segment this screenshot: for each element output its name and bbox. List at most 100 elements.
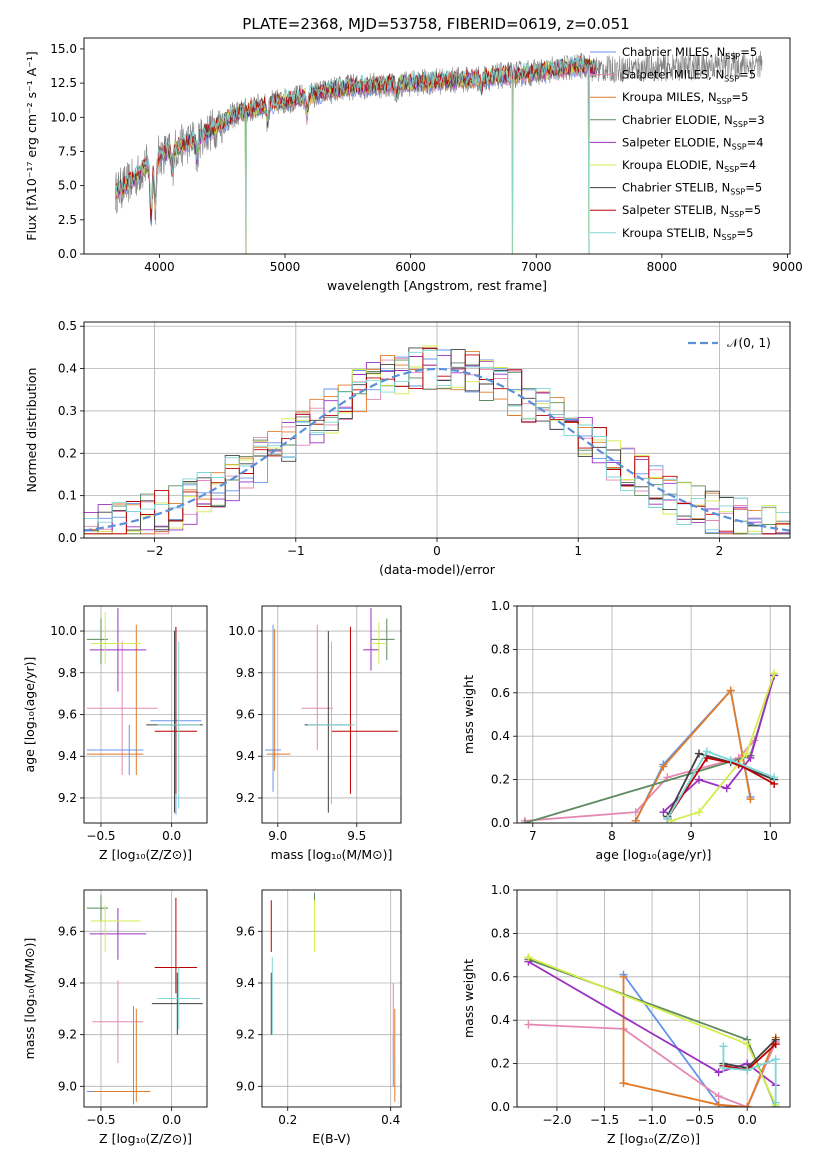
figure-title: PLATE=2368, MJD=53758, FIBERID=0619, z=0… <box>242 15 629 33</box>
series-marker-kroupa_elodie <box>770 669 779 678</box>
y-tick-label: 9.6 <box>58 924 77 938</box>
plot-area <box>520 669 779 823</box>
y-tick-label: 0.0 <box>491 1100 510 1114</box>
y-tick-label: 0.4 <box>491 1013 510 1027</box>
spectrum-legend: Chabrier MILES, NSSP=5 Salpeter MILES, NS… <box>590 45 765 242</box>
x-axis-label: wavelength [Angstrom, rest frame] <box>327 278 547 293</box>
axes-frame <box>261 605 402 824</box>
y-axis-label: mass weight <box>461 959 476 1038</box>
series-marker-salpeter_elodie <box>722 784 731 793</box>
y-tick-label: 9.2 <box>58 1028 77 1042</box>
y-axis-label: mass weight <box>461 675 476 754</box>
series-line-kroupa_stelib <box>666 750 775 820</box>
series-marker-kroupa_elodie <box>524 953 533 962</box>
legend-entry: Salpeter ELODIE, NSSP=4 <box>622 135 764 151</box>
spectrum-model-kroupa_stelib <box>115 54 597 254</box>
axes-frame <box>516 605 791 824</box>
y-tick-label: 10.0 <box>50 110 77 124</box>
x-axis-label: Z [log₁₀(Z/Z⊙)] <box>99 1131 192 1146</box>
y-tick-label: 1.0 <box>491 599 510 613</box>
x-tick-label: −2 <box>146 544 164 558</box>
axes-frame <box>516 889 791 1108</box>
series-marker-kroupa_stelib <box>719 1042 728 1051</box>
series-marker-kroupa_miles <box>714 1100 723 1107</box>
legend-entry: Salpeter MILES, NSSP=5 <box>622 68 756 84</box>
series-marker-kroupa_elodie <box>695 808 703 817</box>
y-tick-label: 9.4 <box>236 976 255 990</box>
y-axis-label: mass [log₁₀(M/M⊙)] <box>22 938 37 1060</box>
legend-entry: Chabrier STELIB, NSSP=5 <box>622 181 762 197</box>
series-marker-kroupa_stelib <box>719 1063 728 1072</box>
y-tick-label: 1.0 <box>491 883 510 897</box>
x-tick-label: 1 <box>574 544 582 558</box>
series-marker-salpeter_elodie <box>659 808 668 817</box>
y-tick-label: 10.0 <box>228 624 255 638</box>
legend-entry: Kroupa STELIB, NSSP=5 <box>622 226 753 242</box>
panel-mass-vs-Z: −0.5 0.0 9.0 9.2 9.4 9.6 Z [log₁₀(Z/Z⊙)] mass [… <box>22 889 208 1146</box>
series-marker-kroupa_stelib <box>771 1055 780 1064</box>
x-tick-label: −0.5 <box>685 1113 714 1127</box>
y-tick-label: 9.4 <box>58 749 77 763</box>
y-tick-label: 9.8 <box>58 666 77 680</box>
x-tick-label: 9000 <box>772 260 803 274</box>
y-tick-label: 0.0 <box>58 247 77 261</box>
y-tick-label: 9.2 <box>236 791 255 805</box>
axes-frame <box>261 889 402 1108</box>
legend-entry: Chabrier ELODIE, NSSP=3 <box>622 113 765 129</box>
plot-area <box>524 953 780 1107</box>
y-tick-label: 0.1 <box>58 489 77 503</box>
panels: 4000 5000 6000 7000 8000 90000.02.55.07.510.0… <box>22 37 803 1146</box>
x-axis-label: age [log₁₀(age/yr)] <box>596 847 712 862</box>
series-marker-kroupa_miles <box>619 972 628 981</box>
x-tick-label: 0.0 <box>162 1113 181 1127</box>
panel-massweight-vs-Z: −2.0 −1.5 −1.0 −0.5 0.0 0.0 0.2 0.4 0.6 0.8 1.0 Z [… <box>461 883 791 1146</box>
histogram-kroupa_stelib <box>84 349 790 535</box>
plot-area <box>115 50 763 254</box>
x-axis-label: E(B-V) <box>312 1131 351 1146</box>
y-tick-label: 10.0 <box>50 624 77 638</box>
x-tick-label: 9.5 <box>347 829 366 843</box>
series-line-kroupa_elodie <box>671 673 776 822</box>
x-tick-label: 8 <box>608 829 616 843</box>
y-tick-label: 9.2 <box>236 1028 255 1042</box>
y-tick-label: 9.6 <box>58 708 77 722</box>
x-tick-label: 0.2 <box>278 1113 297 1127</box>
series-marker-kroupa_miles <box>619 1079 628 1088</box>
y-axis-label: Normed distribution <box>24 368 39 493</box>
y-tick-label: 15.0 <box>50 42 77 56</box>
x-tick-label: 4000 <box>144 260 175 274</box>
y-tick-label: 0.6 <box>491 686 510 700</box>
axes-frame <box>83 37 791 255</box>
x-tick-label: 10 <box>763 829 778 843</box>
series-marker-salpeter_miles <box>631 808 640 817</box>
y-tick-label: 9.6 <box>236 924 255 938</box>
plot-area <box>265 608 398 813</box>
y-axis-label: age [log₁₀(age/yr)] <box>22 657 37 773</box>
x-tick-label: 2 <box>716 544 724 558</box>
series-marker-salpeter_elodie <box>714 1068 723 1077</box>
x-tick-label: 9 <box>687 829 695 843</box>
series-marker-salpeter_miles <box>714 1092 723 1101</box>
panel-age-vs-mass: 9.0 9.5 9.2 9.4 9.6 9.8 10.0 mass [log₁₀(M/M⊙)] <box>228 605 402 862</box>
panel-residual-hist: −2 −1 0 1 2 0.0 0.1 0.2 0.3 0.4 0.5 (data-model)/er… <box>24 319 791 577</box>
axes-frame <box>83 605 208 824</box>
x-tick-label: 0.0 <box>738 1113 757 1127</box>
series-marker-chabrier_elodie <box>520 819 529 823</box>
series-marker-kroupa_elodie <box>742 749 751 758</box>
x-tick-label: −2.0 <box>542 1113 571 1127</box>
legend-entry: Salpeter STELIB, NSSP=5 <box>622 203 761 219</box>
series-marker-chabrier_stelib <box>695 749 703 758</box>
series-line-chabrier_stelib <box>666 752 775 817</box>
series-marker-kroupa_miles <box>631 816 640 823</box>
y-tick-label: 0.0 <box>58 531 77 545</box>
x-tick-label: 0.0 <box>162 829 181 843</box>
y-tick-label: 9.4 <box>236 749 255 763</box>
x-tick-label: −1.5 <box>590 1113 619 1127</box>
x-tick-label: 5000 <box>270 260 301 274</box>
x-axis-label: (data-model)/error <box>379 562 496 577</box>
series-marker-kroupa_elodie <box>743 1040 752 1049</box>
axes-frame <box>83 321 791 539</box>
series-marker-kroupa_stelib <box>771 1098 780 1107</box>
spectrum-model-kroupa_elodie <box>115 57 597 254</box>
y-tick-label: 0.0 <box>491 816 510 830</box>
